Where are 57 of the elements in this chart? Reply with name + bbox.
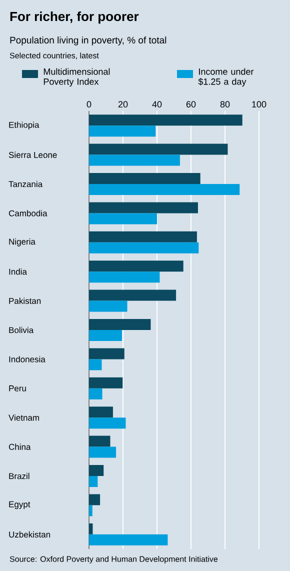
x-tick-label: 100 — [252, 101, 266, 108]
bar — [89, 388, 102, 400]
y-tick-label: India — [9, 268, 27, 275]
bar — [89, 446, 116, 458]
bar — [89, 173, 200, 184]
bar — [89, 184, 240, 195]
bar — [89, 300, 128, 312]
bar — [89, 272, 160, 283]
y-tick-label: Bolivia — [9, 326, 34, 334]
bar — [89, 494, 100, 506]
bar — [89, 359, 102, 370]
y-tick-label: China — [8, 444, 31, 450]
y-tick-label: Vietnam — [8, 414, 39, 421]
bar — [89, 330, 122, 341]
chart-title: For richer, for poorer — [10, 12, 139, 24]
y-tick-label: Cambodia — [8, 210, 48, 216]
bar — [89, 319, 151, 330]
text: Selected countries, latest — [10, 52, 99, 60]
x-tick-label: 80 — [220, 101, 230, 108]
bar — [89, 418, 126, 429]
y-tick-label: Peru — [9, 385, 26, 392]
y-tick-label: Brazil — [9, 472, 30, 480]
source-note: Source: Oxford Poverty and Human Development Initiative — [10, 556, 218, 564]
bar — [89, 523, 93, 534]
legend-label: Multidimensional Poverty Index — [44, 68, 110, 87]
bar — [89, 231, 197, 242]
bar — [89, 476, 98, 488]
y-tick-label: Ethiopia — [9, 122, 40, 130]
y-tick-label: Egypt — [9, 501, 30, 509]
y-tick-label: Uzbekistan — [9, 531, 50, 538]
bar — [89, 144, 228, 155]
bar — [89, 242, 199, 254]
bar — [89, 260, 184, 272]
bar — [89, 505, 92, 516]
bar — [89, 202, 198, 214]
bar — [89, 154, 180, 166]
bar — [89, 290, 176, 301]
bar — [89, 348, 124, 360]
y-tick-label: Pakistan — [9, 298, 41, 304]
y-tick-label: Indonesia — [9, 356, 46, 362]
y-tick-label: Nigeria — [9, 238, 36, 246]
bar — [89, 465, 104, 476]
x-tick-label: 0 — [86, 101, 92, 108]
legend-label: Income under $1.25 a day — [198, 68, 254, 87]
bar — [89, 406, 113, 418]
bar — [89, 436, 110, 447]
y-tick-label: Tanzania — [8, 180, 43, 188]
chart-subtitle: Population living in poverty, % of total — [10, 36, 166, 46]
x-tick-label: 20 — [118, 101, 128, 108]
x-tick-label: 60 — [186, 101, 196, 108]
x-tick-label: 40 — [152, 101, 162, 108]
bar — [89, 114, 242, 126]
bar — [89, 377, 123, 388]
bar — [89, 213, 157, 224]
y-tick-label: Sierra Leone — [8, 152, 57, 158]
bar — [89, 534, 168, 546]
bar — [89, 126, 156, 137]
